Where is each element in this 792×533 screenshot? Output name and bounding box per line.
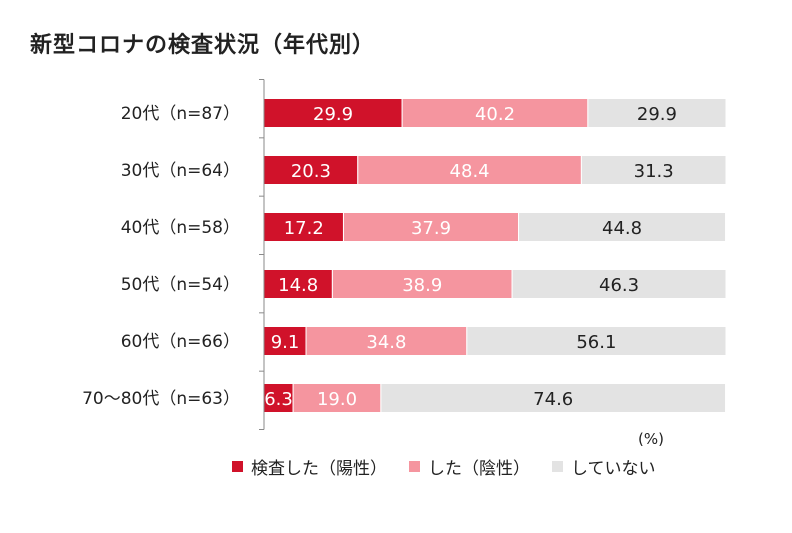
bars-group: 29.9 40.2 29.9 20.3 48.4 31.3 17.2 37.9 44.8 14.8… xyxy=(263,98,727,413)
data-label-not-tested: 56.1 xyxy=(576,332,616,353)
bar-segment-negative xyxy=(401,98,589,128)
bar-segment-negative xyxy=(305,326,468,356)
data-label-positive: 9.1 xyxy=(271,332,300,353)
data-label-positive: 17.2 xyxy=(284,218,324,239)
bar-segment-not-tested xyxy=(380,383,727,413)
category-label: 20代（n=87） xyxy=(121,104,240,124)
data-label-negative: 40.2 xyxy=(475,104,515,125)
legend-swatch-not-tested xyxy=(552,461,563,472)
category-label: 60代（n=66） xyxy=(121,332,240,352)
data-label-not-tested: 31.3 xyxy=(634,161,674,182)
data-label-negative: 38.9 xyxy=(402,275,442,296)
category-label: 40代（n=58） xyxy=(121,218,240,238)
data-label-not-tested: 29.9 xyxy=(637,104,677,125)
data-label-not-tested: 46.3 xyxy=(599,275,639,296)
bar-segment-negative xyxy=(357,155,582,185)
data-label-positive: 20.3 xyxy=(291,161,331,182)
legend: 検査した（陽性） した（陰性） していない xyxy=(232,454,656,479)
bar-segment-positive xyxy=(263,155,359,185)
data-label-negative: 37.9 xyxy=(411,218,451,239)
data-label-positive: 14.8 xyxy=(278,275,318,296)
bar-segment-negative xyxy=(292,383,382,413)
category-label: 30代（n=64） xyxy=(121,161,240,181)
bar-segment-negative xyxy=(342,212,520,242)
category-label: 50代（n=54） xyxy=(121,275,240,295)
category-label: 70～80代（n=63） xyxy=(82,389,240,409)
data-label-not-tested: 44.8 xyxy=(602,218,642,239)
chart-title: 新型コロナの検査状況（年代別） xyxy=(30,33,376,58)
category-labels: 20代（n=87） 30代（n=64） 40代（n=58） 50代（n=54） 60代（… xyxy=(82,104,240,409)
bar-segment-not-tested xyxy=(518,212,727,242)
legend-swatch-negative xyxy=(409,461,420,472)
legend-label-not-tested: していない xyxy=(571,459,656,479)
bar-segment-positive xyxy=(263,326,307,356)
bar-segment-not-tested xyxy=(511,269,727,299)
legend-label-negative: した（陰性） xyxy=(428,459,530,479)
legend-swatch-positive xyxy=(232,461,243,472)
data-label-negative: 34.8 xyxy=(366,332,406,353)
legend-item-negative: した（陰性） xyxy=(409,454,530,479)
legend-item-not-tested: していない xyxy=(552,454,656,479)
data-label-not-tested: 74.6 xyxy=(533,389,573,410)
data-label-negative: 19.0 xyxy=(317,389,357,410)
legend-label-positive: 検査した（陽性） xyxy=(251,459,387,479)
y-axis xyxy=(259,79,265,430)
bar-segment-not-tested xyxy=(587,98,727,128)
data-label-positive: 6.3 xyxy=(264,389,293,410)
bar-segment-not-tested xyxy=(466,326,727,356)
unit-label: (%) xyxy=(638,430,664,448)
data-label-positive: 29.9 xyxy=(313,104,353,125)
legend-item-positive: 検査した（陽性） xyxy=(232,454,387,479)
bar-segment-negative xyxy=(331,269,513,299)
data-label-negative: 48.4 xyxy=(450,161,490,182)
bar-segment-not-tested xyxy=(580,155,727,185)
